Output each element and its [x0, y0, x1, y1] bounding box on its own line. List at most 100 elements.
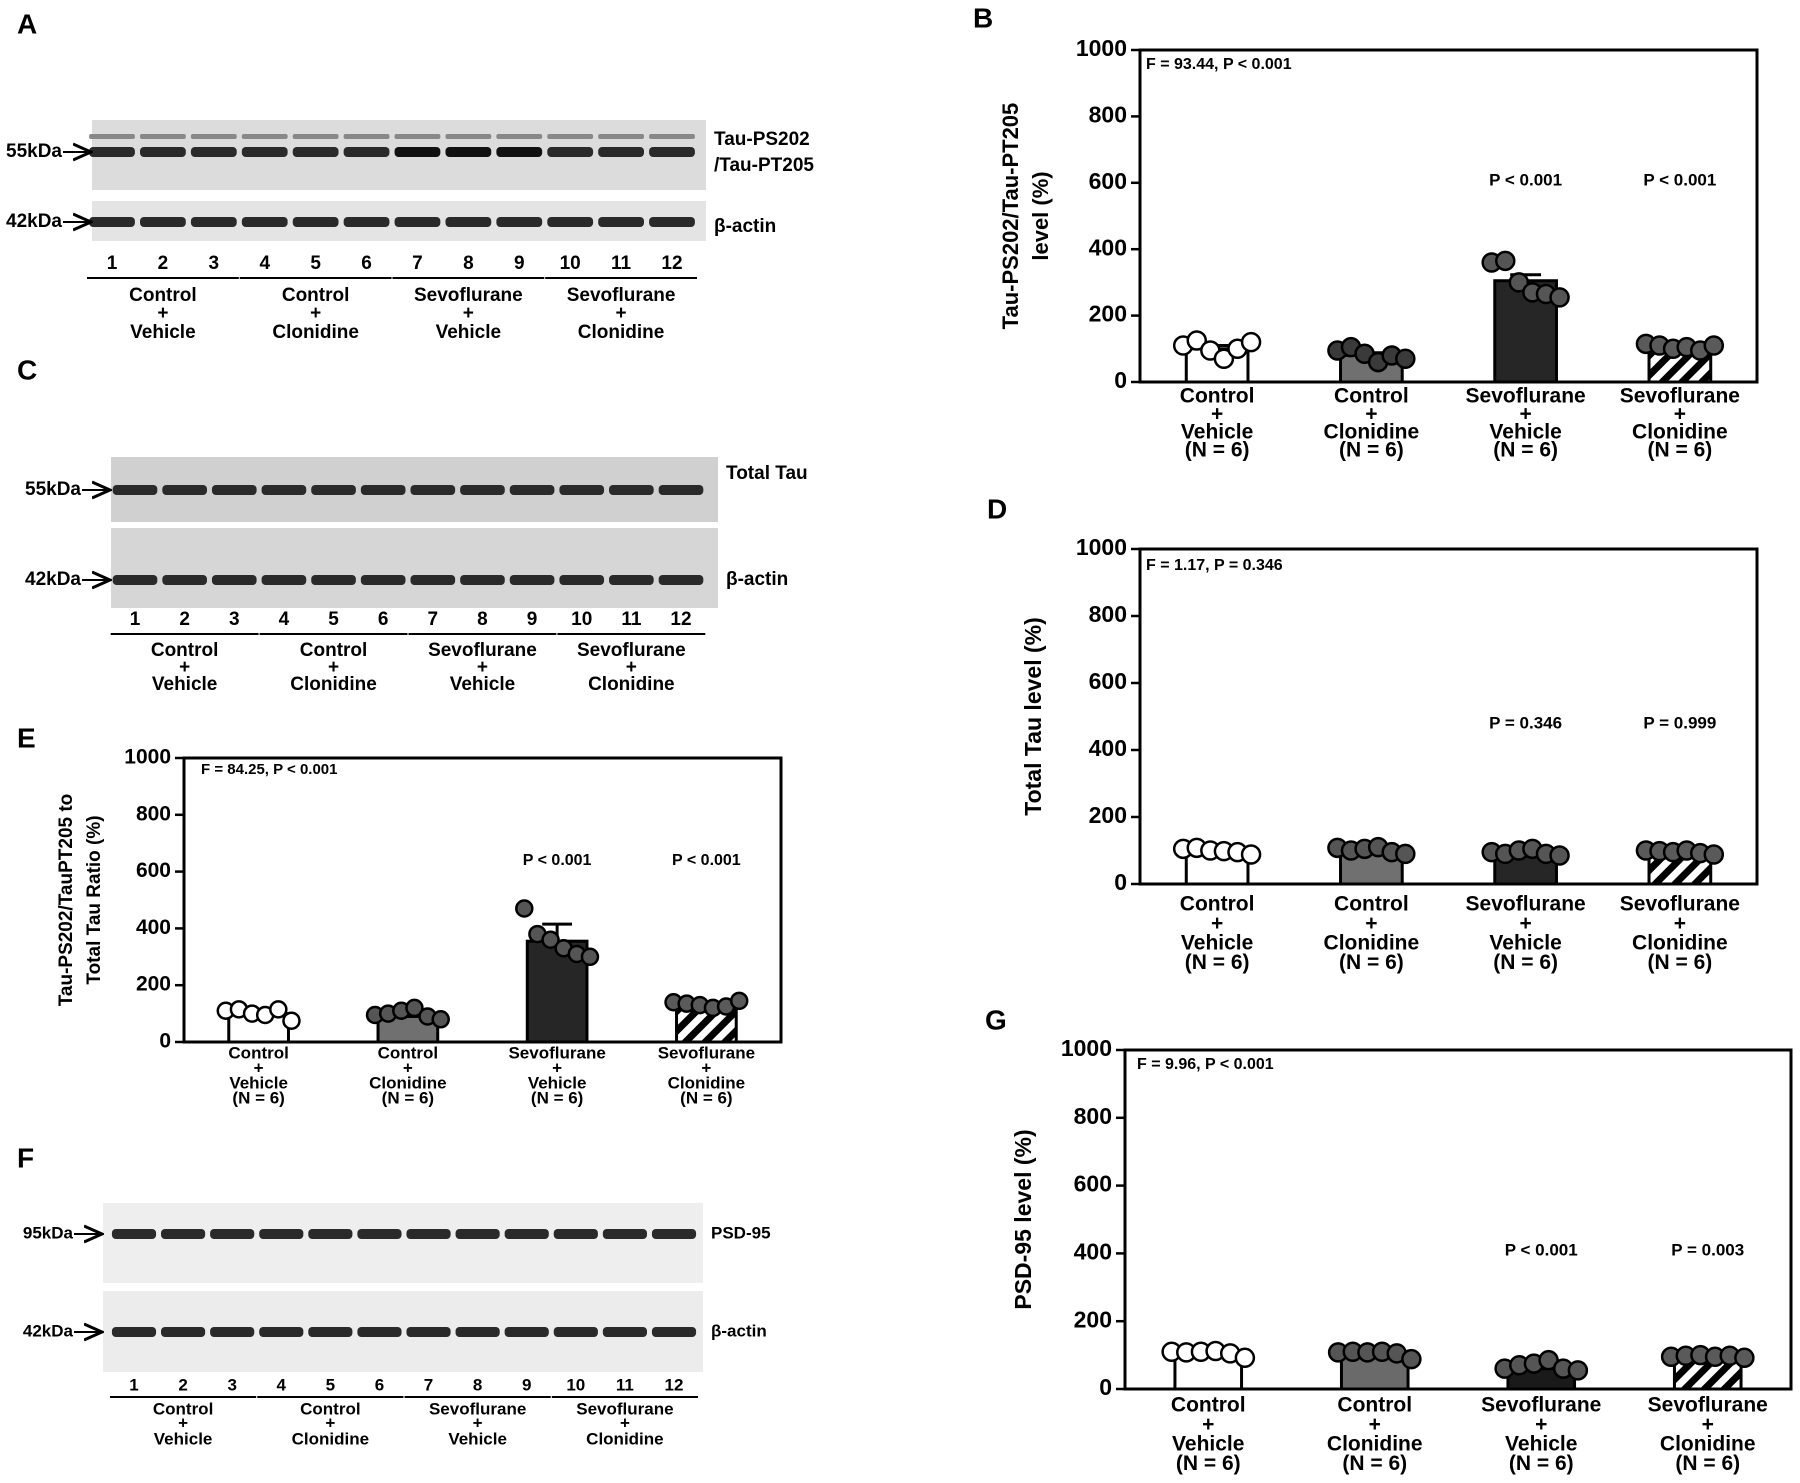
y-tick-label: 1000	[1076, 534, 1127, 560]
blot-band	[598, 217, 644, 227]
data-point	[1240, 844, 1262, 865]
x-tick-label: (N = 6)	[1493, 439, 1558, 462]
lane-number: 8	[477, 609, 488, 630]
blot-band	[140, 217, 186, 227]
x-tick-label: Clonidine	[1660, 1433, 1756, 1456]
blot-band	[343, 217, 390, 227]
data-point	[1495, 250, 1516, 272]
group-label: Vehicle	[152, 674, 218, 695]
plot-frame	[182, 756, 783, 1044]
blot-band	[261, 575, 307, 585]
stat-text: F = 84.25, P < 0.001	[201, 761, 338, 778]
x-tick-label: Vehicle	[1505, 1433, 1577, 1456]
blot-band	[445, 134, 492, 139]
y-tick-label: 400	[1089, 234, 1127, 260]
y-axis-label: Tau-PS202/Tau-PT205	[998, 103, 1023, 330]
blot-band	[598, 147, 644, 157]
blot-band	[343, 134, 390, 139]
blot-band	[190, 217, 237, 227]
plot-frame	[1123, 1048, 1793, 1391]
blot-band	[651, 1327, 697, 1337]
y-tick-label: 1000	[1076, 35, 1127, 61]
blot-band	[292, 147, 339, 157]
lane-number: 5	[310, 253, 321, 274]
group-label: Clonidine	[578, 322, 665, 343]
blot-strip	[103, 1203, 703, 1283]
x-tick-label: (N = 6)	[1339, 951, 1404, 974]
blot-band	[547, 217, 594, 227]
group-label: +	[463, 303, 474, 324]
lane-number: 6	[361, 253, 372, 274]
x-tick-label: Vehicle	[528, 1073, 587, 1092]
lane-number: 10	[571, 609, 592, 630]
x-tick-label: +	[1674, 403, 1686, 426]
y-tick-label: 200	[1074, 1306, 1112, 1332]
x-tick-label: Vehicle	[1489, 932, 1561, 955]
blot-band	[311, 485, 356, 495]
data-point	[1186, 330, 1208, 351]
x-tick-label: +	[701, 1058, 711, 1077]
group-label: Sevoflurane	[414, 285, 523, 306]
group-label: +	[626, 657, 637, 678]
blot-band	[410, 485, 456, 495]
group-label: +	[157, 303, 168, 324]
blot-band	[190, 147, 237, 157]
blot-band	[360, 485, 406, 495]
data-point	[1549, 845, 1570, 866]
blot-band	[496, 217, 543, 227]
y-tick-label: 0	[1099, 1374, 1112, 1400]
x-tick-label: Clonidine	[1632, 421, 1728, 444]
blot-band	[460, 485, 505, 495]
group-label: Control	[151, 640, 219, 661]
band-label: Tau-PS202	[714, 129, 810, 150]
blot-band	[241, 217, 288, 227]
group-label: Clonidine	[272, 322, 359, 343]
data-point	[515, 899, 534, 918]
y-axis-label: PSD-95 level (%)	[1010, 1129, 1036, 1309]
x-tick-label: (N = 6)	[382, 1088, 434, 1107]
x-tick-label: Sevoflurane	[1481, 1394, 1601, 1417]
data-point	[1401, 1348, 1422, 1370]
band-label: β-actin	[714, 216, 776, 237]
blot-band	[406, 1327, 451, 1337]
group-label: Clonidine	[588, 674, 675, 695]
blot-band	[162, 485, 207, 495]
marker-label: 42kDa	[25, 569, 81, 590]
data-point	[1549, 287, 1570, 308]
y-tick-label: 400	[1089, 735, 1127, 761]
blot-band	[649, 134, 695, 139]
panel-label: E	[17, 722, 36, 753]
x-tick-label: Clonidine	[1632, 932, 1728, 955]
data-point	[1395, 843, 1416, 865]
y-tick-label: 600	[1089, 668, 1127, 694]
blot-band	[89, 217, 135, 227]
blot-band	[211, 575, 257, 585]
x-tick-label: Vehicle	[229, 1073, 288, 1092]
x-tick-label: +	[1674, 912, 1686, 935]
blot-band	[559, 575, 605, 585]
group-label: Vehicle	[450, 674, 516, 695]
blot-band	[394, 147, 441, 157]
band-label: /Tau-PT205	[714, 155, 814, 176]
panel-label: A	[17, 8, 37, 39]
lane-number: 1	[129, 1375, 138, 1394]
lane-number: 12	[665, 1375, 684, 1394]
bar	[1339, 1355, 1410, 1391]
lane-number: 7	[412, 253, 423, 274]
lane-number: 12	[670, 609, 691, 630]
blot-strip	[111, 528, 718, 608]
y-tick-label: 1000	[1061, 1035, 1112, 1061]
y-axis-label: Tau-PS202/TauPT205 to	[56, 794, 77, 1007]
lane-number: 8	[473, 1375, 482, 1394]
group-label: Sevoflurane	[577, 640, 686, 661]
group-label: +	[616, 303, 627, 324]
y-tick-label: 800	[1074, 1103, 1112, 1129]
data-point	[1508, 272, 1530, 293]
x-tick-label: Clonidine	[1324, 421, 1420, 444]
band-label: β-actin	[711, 1321, 767, 1340]
blot-band	[292, 134, 339, 139]
lane-number: 7	[428, 609, 439, 630]
band-label: Total Tau	[726, 463, 808, 484]
x-tick-label: +	[1519, 403, 1531, 426]
group-label: Vehicle	[130, 322, 196, 343]
